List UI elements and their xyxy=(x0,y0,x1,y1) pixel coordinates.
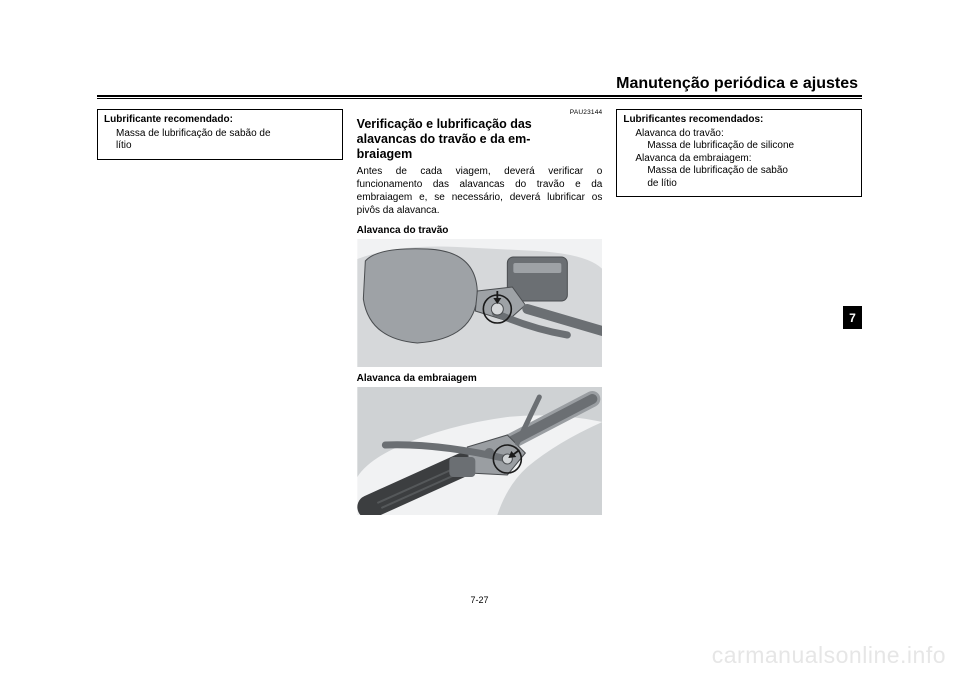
subheading-clutch: Alavanca da embraiagem xyxy=(357,373,603,384)
box-subitem: Massa de lubrificação de silicone xyxy=(623,140,855,153)
reference-code: PAU23144 xyxy=(357,109,603,116)
box-title: Lubrificante recomendado: xyxy=(104,114,336,127)
page-number: 7-27 xyxy=(97,595,862,605)
box-subitem: de lítio xyxy=(623,178,855,191)
body-paragraph: Antes de cada viagem, deverá verificar o… xyxy=(357,165,603,217)
chapter-tab: 7 xyxy=(843,306,862,329)
column-1: Lubrificante recomendado: Massa de lubri… xyxy=(97,109,343,521)
box-line: Massa de lubrificação de sabão de xyxy=(104,128,336,141)
watermark: carmanualsonline.info xyxy=(712,642,946,669)
divider-thin xyxy=(97,98,862,99)
box-item: Alavanca da embraiagem: xyxy=(623,153,855,166)
box-line: lítio xyxy=(104,140,336,153)
box-item: Alavanca do travão: xyxy=(623,128,855,141)
lubricant-box-single: Lubrificante recomendado: Massa de lubri… xyxy=(97,109,343,160)
lubricants-box-multi: Lubrificantes recomendados: Alavanca do … xyxy=(616,109,862,197)
heading-line: Verificação e lubrificação das xyxy=(357,117,532,131)
heading-line: braiagem xyxy=(357,147,413,161)
figure-brake-lever xyxy=(357,239,603,367)
divider-thick xyxy=(97,95,862,97)
heading-line: alavancas do travão e da em- xyxy=(357,132,531,146)
box-subitem: Massa de lubrificação de sabão xyxy=(623,165,855,178)
columns: Lubrificante recomendado: Massa de lubri… xyxy=(97,109,862,521)
column-3: Lubrificantes recomendados: Alavanca do … xyxy=(616,109,862,521)
figure-clutch-lever xyxy=(357,387,603,515)
manual-page: Manutenção periódica e ajustes Lubrifica… xyxy=(97,75,862,605)
box-title: Lubrificantes recomendados: xyxy=(623,114,855,127)
subheading-brake: Alavanca do travão xyxy=(357,225,603,236)
section-heading: Verificação e lubrificação das alavancas… xyxy=(357,117,603,162)
column-2: PAU23144 Verificação e lubrificação das … xyxy=(357,109,603,521)
page-title: Manutenção periódica e ajustes xyxy=(97,75,862,95)
